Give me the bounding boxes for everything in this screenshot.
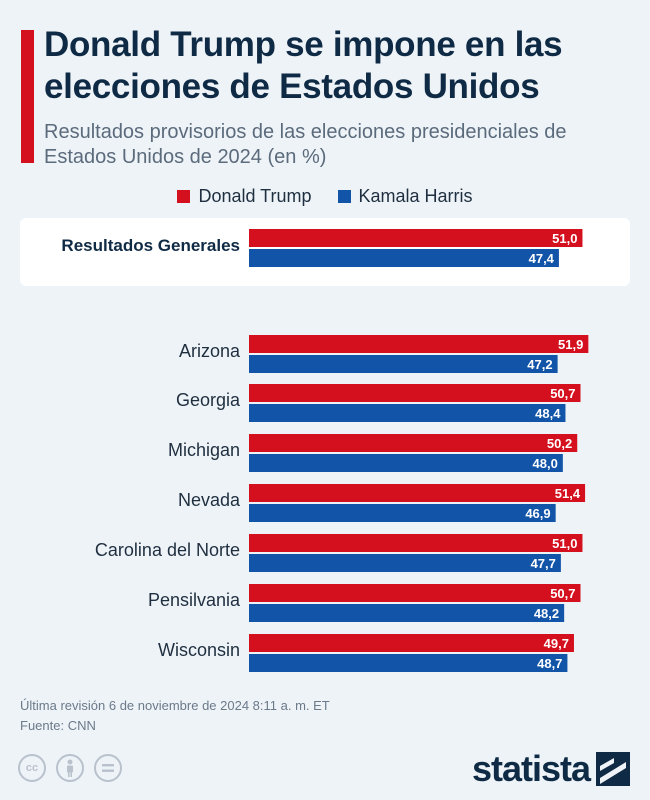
license-icons: cc xyxy=(18,754,122,782)
bar-trump xyxy=(249,634,574,652)
legend-label-trump: Donald Trump xyxy=(198,186,312,206)
legend-swatch-trump xyxy=(177,190,191,203)
value-label: 51,4 xyxy=(555,486,581,501)
value-label: 48,7 xyxy=(537,656,562,671)
category-label: Wisconsin xyxy=(158,640,240,660)
value-label: 48,0 xyxy=(533,456,558,471)
bar-harris xyxy=(249,504,556,522)
category-label: Carolina del Norte xyxy=(95,540,240,560)
value-label: 50,7 xyxy=(550,586,575,601)
value-label: 46,9 xyxy=(525,506,550,521)
value-label: 51,0 xyxy=(552,536,577,551)
value-label: 50,2 xyxy=(547,436,572,451)
title-accent-bar xyxy=(21,30,34,163)
value-label: 47,4 xyxy=(529,251,555,266)
value-label: 50,7 xyxy=(550,386,575,401)
legend-swatch-harris xyxy=(337,190,351,203)
statista-logo[interactable]: statista xyxy=(472,748,630,790)
creative-commons-icon[interactable]: cc xyxy=(18,754,46,782)
revision-date: Última revisión 6 de noviembre de 2024 8… xyxy=(20,698,330,713)
bar-trump xyxy=(249,335,589,353)
legend-item-trump: Donald Trump xyxy=(177,186,312,207)
bar-trump xyxy=(249,534,583,552)
value-label: 51,9 xyxy=(558,337,583,352)
bar-harris xyxy=(249,355,558,373)
bar-harris xyxy=(249,249,559,267)
legend: Donald Trump Kamala Harris xyxy=(0,186,650,207)
value-label: 51,0 xyxy=(552,231,577,246)
source-note: Fuente: CNN xyxy=(20,718,96,733)
category-label: Arizona xyxy=(179,341,241,361)
value-label: 48,2 xyxy=(534,606,559,621)
value-label: 49,7 xyxy=(544,636,569,651)
statista-wordmark: statista xyxy=(471,748,591,789)
bar-trump xyxy=(249,229,583,247)
no-derivatives-icon[interactable] xyxy=(94,754,122,782)
statista-logo-icon xyxy=(596,752,630,786)
bar-trump xyxy=(249,484,586,502)
bar-trump xyxy=(249,434,578,452)
value-label: 47,7 xyxy=(531,556,556,571)
category-label: Resultados Generales xyxy=(61,236,240,255)
legend-item-harris: Kamala Harris xyxy=(337,186,473,207)
value-label: 48,4 xyxy=(535,406,561,421)
category-label: Pensilvania xyxy=(148,590,241,610)
bar-trump xyxy=(249,384,581,402)
bar-harris xyxy=(249,604,565,622)
category-label: Nevada xyxy=(178,490,241,510)
attribution-icon[interactable] xyxy=(56,754,84,782)
chart-subtitle: Resultados provisorios de las elecciones… xyxy=(44,121,567,168)
bar-chart: Resultados Generales 51,0 47,4 Arizona 51,9 4… xyxy=(61,229,589,672)
value-label: 47,2 xyxy=(527,357,552,372)
chart-title: Donald Trump se impone en las elecciones… xyxy=(44,25,563,106)
category-label: Georgia xyxy=(176,390,241,410)
bar-harris xyxy=(249,654,568,672)
bar-trump xyxy=(249,584,581,602)
bar-harris xyxy=(249,404,566,422)
legend-label-harris: Kamala Harris xyxy=(358,186,473,206)
bar-harris xyxy=(249,454,563,472)
category-label: Michigan xyxy=(168,440,240,460)
footer-note: Última revisión 6 de noviembre de 2024 8… xyxy=(20,696,330,736)
bar-harris xyxy=(249,554,561,572)
